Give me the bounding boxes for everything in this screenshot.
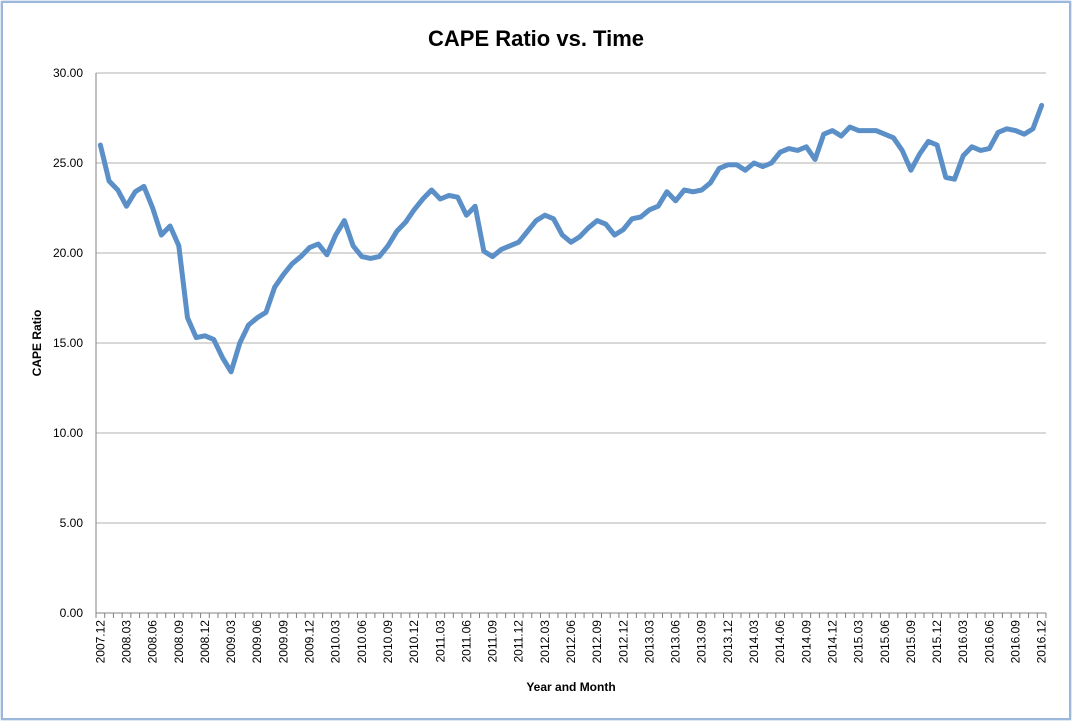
x-tick-label: 2014.03 bbox=[747, 620, 761, 664]
x-tick-label: 2015.09 bbox=[904, 620, 918, 664]
x-tick-label: 2007.12 bbox=[93, 620, 107, 664]
x-tick-label: 2008.06 bbox=[146, 620, 160, 664]
x-axis-ticks: 2007.12 2008.03 2008.06 2008.09 2008.12 2009.… bbox=[93, 620, 1048, 664]
x-axis-label: Year and Month bbox=[526, 680, 615, 694]
y-tick-label: 15.00 bbox=[53, 336, 83, 350]
x-tick-label: 2013.06 bbox=[669, 620, 683, 664]
x-tick-label: 2008.09 bbox=[172, 620, 186, 664]
x-tick-label: 2015.06 bbox=[878, 620, 892, 664]
x-tick-label: 2009.03 bbox=[224, 620, 238, 664]
y-axis-ticks: 0.00 5.00 10.00 15.00 20.00 25.00 30.00 bbox=[53, 66, 83, 620]
x-tick-label: 2016.09 bbox=[1008, 620, 1022, 664]
y-axis-label: CAPE Ratio bbox=[30, 310, 44, 377]
y-tick-label: 20.00 bbox=[53, 246, 83, 260]
x-tick-label: 2014.09 bbox=[799, 620, 813, 664]
x-tick-label: 2011.06 bbox=[459, 620, 473, 663]
x-tick-label: 2009.12 bbox=[303, 620, 317, 664]
x-tick-label: 2015.03 bbox=[852, 620, 866, 664]
y-tick-label: 10.00 bbox=[53, 426, 83, 440]
x-axis bbox=[95, 73, 1047, 618]
x-tick-label: 2016.06 bbox=[982, 620, 996, 664]
chart-title: CAPE Ratio vs. Time bbox=[428, 26, 644, 51]
y-tick-label: 5.00 bbox=[60, 516, 84, 530]
x-tick-label: 2011.03 bbox=[433, 620, 447, 663]
x-tick-label: 2012.12 bbox=[616, 620, 630, 664]
x-tick-label: 2013.12 bbox=[721, 620, 735, 664]
x-tick-label: 2009.09 bbox=[276, 620, 290, 664]
x-tick-label: 2011.12 bbox=[512, 620, 526, 663]
x-tick-label: 2012.09 bbox=[590, 620, 604, 664]
y-tick-label: 25.00 bbox=[53, 156, 83, 170]
x-tick-label: 2010.03 bbox=[329, 620, 343, 664]
cape-ratio-series-line bbox=[97, 102, 1045, 375]
x-tick-label: 2009.06 bbox=[250, 620, 264, 664]
y-tick-label: 0.00 bbox=[60, 606, 84, 620]
x-tick-label: 2010.09 bbox=[381, 620, 395, 664]
x-tick-label: 2012.03 bbox=[538, 620, 552, 664]
x-tick-label: 2016.03 bbox=[956, 620, 970, 664]
x-tick-label: 2014.12 bbox=[825, 620, 839, 664]
x-tick-label: 2010.06 bbox=[355, 620, 369, 664]
x-tick-label: 2010.12 bbox=[407, 620, 421, 664]
x-tick-label: 2013.03 bbox=[642, 620, 656, 664]
x-tick-label: 2008.03 bbox=[120, 620, 134, 664]
x-tick-label: 2008.12 bbox=[198, 620, 212, 664]
x-tick-label: 2016.12 bbox=[1035, 620, 1049, 664]
x-tick-label: 2014.06 bbox=[773, 620, 787, 664]
x-tick-label: 2015.12 bbox=[930, 620, 944, 664]
x-tick-label: 2011.09 bbox=[486, 620, 500, 663]
y-tick-label: 30.00 bbox=[53, 66, 83, 80]
gridlines bbox=[96, 72, 1046, 614]
x-tick-label: 2013.09 bbox=[695, 620, 709, 664]
x-tick-label: 2012.06 bbox=[564, 620, 578, 664]
